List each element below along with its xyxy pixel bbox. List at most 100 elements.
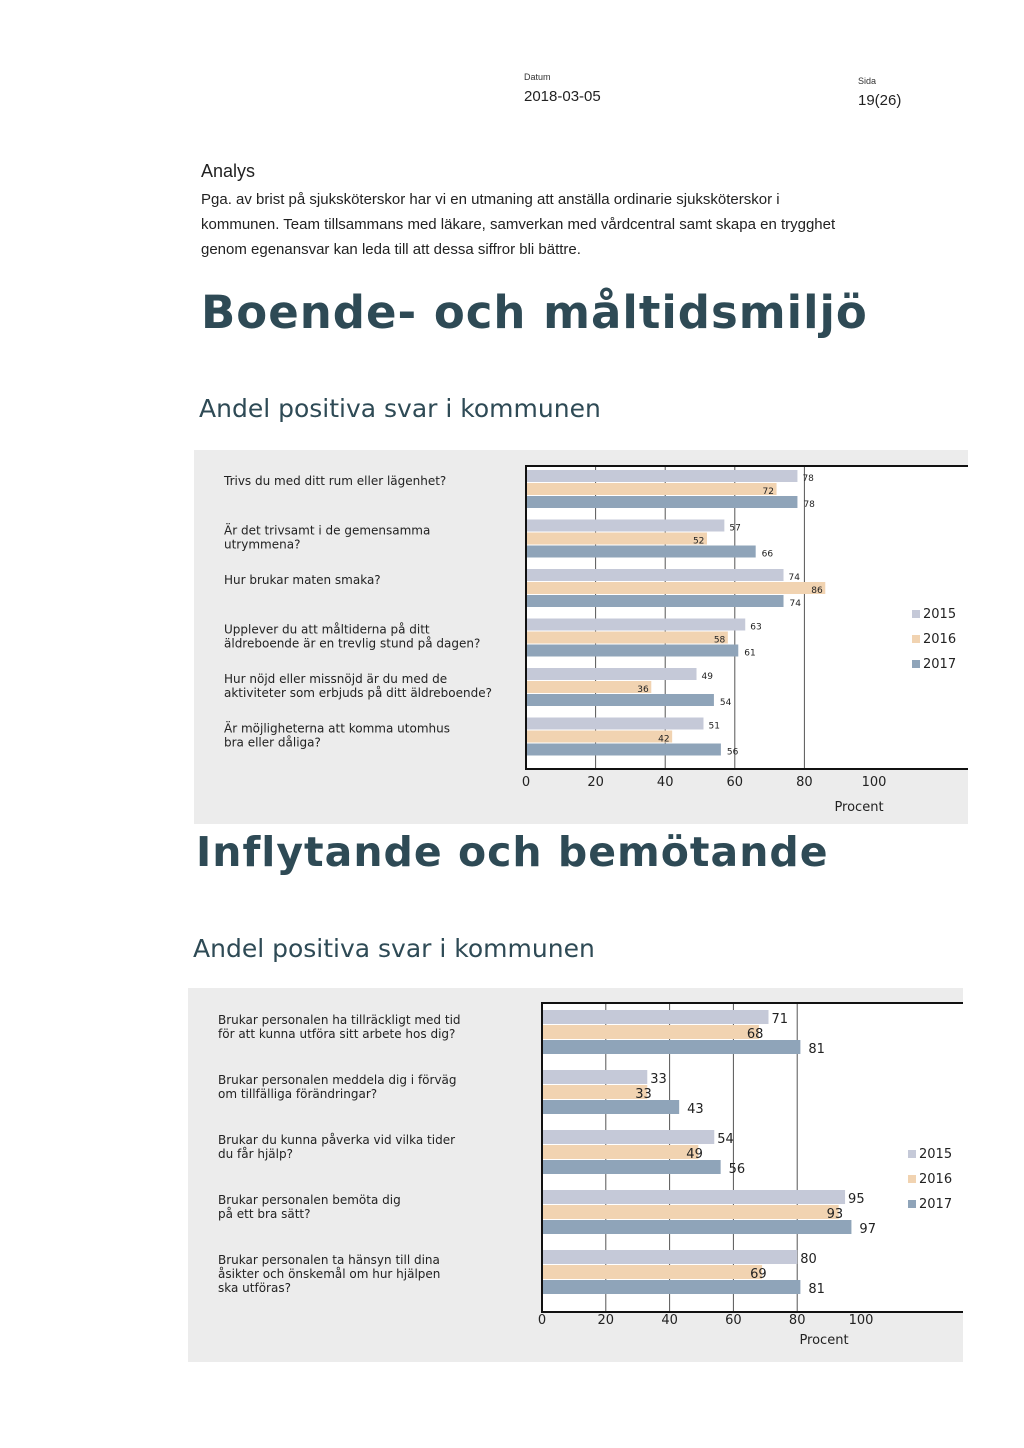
bar-value-label: 36 xyxy=(637,685,649,695)
category-label: Är det trivsamt i de gemensamma utrymmena… xyxy=(224,523,430,552)
category-label: Hur brukar maten smaka? xyxy=(224,573,381,587)
bar-2017 xyxy=(526,694,714,706)
bar-value-label: 71 xyxy=(771,1012,788,1027)
bar-value-label: 93 xyxy=(827,1207,844,1222)
bar-value-label: 54 xyxy=(717,1132,734,1147)
legend-label-2015: 2015 xyxy=(919,1147,952,1162)
bar-2016 xyxy=(526,681,652,693)
bar-2017 xyxy=(542,1280,801,1294)
legend-label-2015: 2015 xyxy=(923,607,956,622)
date-label: Datum xyxy=(524,72,551,82)
category-label-line: Upplever du att måltiderna på ditt xyxy=(224,623,430,637)
page-label: Sida xyxy=(858,76,877,86)
bar-value-label: 54 xyxy=(720,698,732,708)
legend-swatch-2015 xyxy=(908,1150,916,1158)
category-label-line: Är möjligheterna att komma utomhus xyxy=(224,721,450,736)
bar-value-label: 58 xyxy=(714,636,726,646)
bar-2015 xyxy=(542,1010,769,1024)
bar-2016 xyxy=(542,1085,648,1099)
bar-value-label: 97 xyxy=(859,1222,876,1237)
category-label-line: för att kunna utföra sitt arbete hos dig… xyxy=(218,1027,455,1041)
bar-value-label: 81 xyxy=(808,1282,825,1297)
bar-chart-boende: 78 72 78 Trivs du med ditt rum eller lägenh… xyxy=(223,465,968,815)
bar-value-label: 61 xyxy=(744,649,755,659)
category-label-line: på ett bra sätt? xyxy=(218,1207,311,1221)
category-label: Brukar personalen ta hänsyn till dina åsi… xyxy=(218,1253,440,1295)
bar-2017 xyxy=(526,545,756,558)
analysis-heading: Analys xyxy=(201,161,256,181)
bar-2017 xyxy=(526,644,739,657)
bar-value-label: 43 xyxy=(687,1102,704,1117)
bar-2015 xyxy=(542,1070,648,1084)
bar-2015 xyxy=(526,717,704,730)
bar-2017 xyxy=(542,1160,721,1174)
legend-swatch-2017 xyxy=(908,1200,916,1208)
section-subtitle-boende: Andel positiva svar i kommunen xyxy=(199,394,601,423)
bar-value-label: 81 xyxy=(808,1042,825,1057)
bar-value-label: 51 xyxy=(708,722,719,732)
x-tick-label: 0 xyxy=(522,775,530,790)
bar-2015 xyxy=(526,569,784,581)
bar-2017 xyxy=(526,496,798,508)
bar-2016 xyxy=(542,1145,699,1159)
bar-value-label: 56 xyxy=(729,1162,746,1177)
bar-value-label: 74 xyxy=(790,599,802,609)
bar-value-label: 69 xyxy=(750,1267,767,1282)
bar-value-label: 74 xyxy=(789,573,801,583)
category-label-line: bra eller dåliga? xyxy=(224,736,321,750)
bar-value-label: 66 xyxy=(762,550,774,560)
category-label: Brukar du kunna påverka vid vilka tider d… xyxy=(218,1133,455,1161)
bar-2016 xyxy=(526,730,673,743)
bar-2015 xyxy=(526,618,746,631)
x-tick-label: 20 xyxy=(587,775,604,790)
category-label-line: Brukar personalen meddela dig i förväg xyxy=(218,1073,457,1087)
bar-value-label: 52 xyxy=(693,537,704,547)
category-label-line: du får hjälp? xyxy=(218,1147,293,1161)
category-label-line: aktiviteter som erbjuds på ditt äldreboe… xyxy=(224,686,492,700)
section-title-inflytande: Inflytande och bemötande xyxy=(196,828,829,876)
bar-value-label: 33 xyxy=(650,1072,667,1087)
legend-swatch-2016 xyxy=(912,635,920,643)
bar-value-label: 49 xyxy=(686,1147,703,1162)
bar-2015 xyxy=(526,668,697,680)
bar-2016 xyxy=(526,532,707,545)
bar-2015 xyxy=(542,1130,715,1144)
bar-2015 xyxy=(542,1250,798,1264)
analysis-text: Pga. av brist på sjuksköterskor har vi e… xyxy=(201,191,836,258)
category-label-line: åsikter och önskemål om hur hjälpen xyxy=(218,1267,440,1281)
bar-value-label: 78 xyxy=(803,500,815,510)
bar-2016 xyxy=(542,1205,839,1219)
category-label-line: om tillfälliga förändringar? xyxy=(218,1087,377,1101)
category-label-line: utrymmena? xyxy=(224,538,300,552)
legend-label-2016: 2016 xyxy=(919,1172,952,1187)
category-label: Trivs du med ditt rum eller lägenhet? xyxy=(223,474,446,488)
bar-2016 xyxy=(526,483,777,495)
bar-2016 xyxy=(526,582,826,594)
category-label: Upplever du att måltiderna på ditt äldreb… xyxy=(224,623,480,651)
bar-value-label: 78 xyxy=(802,474,814,484)
x-tick-label: 40 xyxy=(657,775,674,790)
category-label-line: Hur nöjd eller missnöjd är du med de xyxy=(224,672,447,686)
plot-frame xyxy=(525,465,968,770)
bar-2017 xyxy=(526,743,721,756)
category-label-line: Hur brukar maten smaka? xyxy=(224,573,381,587)
legend-swatch-2015 xyxy=(912,610,920,618)
bar-value-label: 49 xyxy=(702,672,714,682)
bar-value-label: 95 xyxy=(848,1192,865,1207)
category-label-line: Trivs du med ditt rum eller lägenhet? xyxy=(223,474,446,488)
bar-2016 xyxy=(542,1265,763,1279)
bar-2015 xyxy=(526,470,798,482)
category-label: Brukar personalen bemöta dig på ett bra s… xyxy=(218,1193,401,1221)
category-label-line: ska utföras? xyxy=(218,1281,291,1295)
bar-chart-inflytande: 71 68 81 Brukar personalen ha tillräckligt … xyxy=(218,1002,963,1348)
bar-2016 xyxy=(542,1025,759,1039)
bar-value-label: 33 xyxy=(635,1087,652,1102)
plot-frame xyxy=(541,1002,963,1313)
x-tick-label: 20 xyxy=(598,1313,615,1328)
section-title-boende: Boende- och måltidsmiljö xyxy=(201,286,868,339)
x-tick-label: 80 xyxy=(789,1313,806,1328)
bar-value-label: 42 xyxy=(658,735,669,745)
section-subtitle-inflytande: Andel positiva svar i kommunen xyxy=(193,934,595,963)
x-tick-label: 60 xyxy=(727,775,744,790)
bar-2015 xyxy=(526,519,725,532)
